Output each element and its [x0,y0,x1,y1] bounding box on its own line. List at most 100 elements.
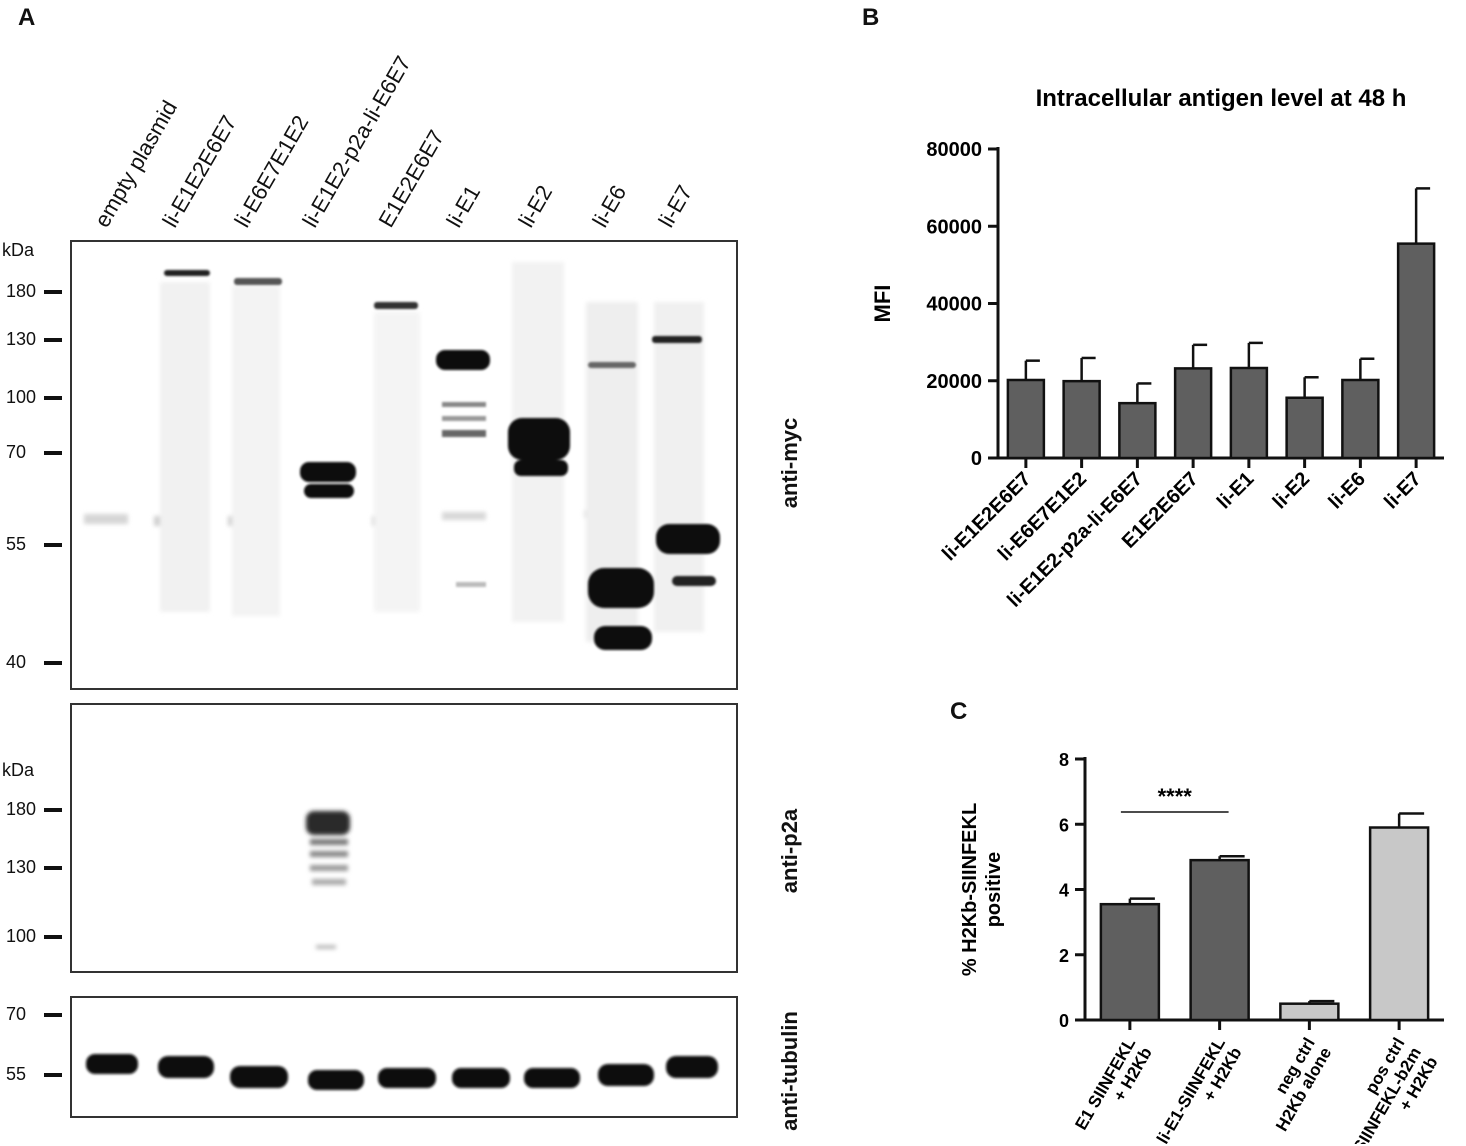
mw-marker-tick [44,866,62,870]
mw-marker-label: 130 [6,329,37,349]
y-tick-label: 2 [1059,946,1069,966]
band [452,1068,510,1088]
anti-myc-blot [70,240,738,690]
x-tick-label: li-E1 [1213,468,1258,513]
y-axis-label: % H2Kb-SIINFEKL positive [959,803,1005,976]
band [378,1068,436,1088]
band [234,278,282,285]
mw-marker-label: 40 [6,652,27,672]
mw-marker-label: 55 [6,1064,27,1084]
band [672,576,716,586]
lane-smear [232,286,280,616]
lane-smear [160,282,210,612]
bar [1189,858,1250,1022]
panel-b-label: B [862,4,880,31]
band [524,1068,580,1088]
bar [1341,378,1380,460]
band [588,568,654,608]
x-tick-label: li-E7 [1380,468,1425,513]
band [306,811,350,835]
mw-marker-tick [44,451,62,455]
mw-marker-tick [44,1013,62,1017]
x-tick-label: E1 SIINFEKL+ H2Kb [1071,1035,1155,1143]
band [588,362,636,368]
mw-marker-tick [44,396,62,400]
mw-marker-tick [44,1073,62,1077]
band [316,945,336,949]
mw-marker-tick [44,661,62,665]
band [86,1054,138,1074]
band [598,1064,654,1086]
band [442,402,486,407]
band [304,484,354,498]
y-tick-label: 6 [1059,815,1069,835]
lane-label: li-E6 [587,180,632,232]
band [310,851,348,857]
bar [1396,242,1436,460]
band [594,626,652,650]
mw-marker-label: 100 [6,926,37,946]
y-tick-label: 20000 [926,371,982,393]
band [508,418,570,460]
x-tick-label: neg ctrlH2Kb alone [1256,1035,1336,1135]
band [514,460,568,476]
x-tick-label: li-E1-SIINFEKL+ H2Kb [1153,1035,1245,1145]
y-tick-label: 80000 [926,139,982,161]
x-tick-label: pos ctrlSIINFEKL-b2m+ H2Kb [1333,1035,1441,1145]
x-tick-label: li-E6 [1324,468,1369,513]
mw-marker-tick [44,543,62,547]
bar [1285,396,1324,460]
y-tick-label: 8 [1059,750,1069,770]
mw-marker-label: 130 [6,857,37,877]
mw-marker-label: 180 [6,281,37,301]
band [310,839,348,845]
kda-label-p2a: kDa [2,760,35,780]
bar [1279,1002,1340,1022]
band [442,430,486,437]
band [442,512,486,520]
band [300,462,356,482]
significance-marker: **** [1158,784,1193,809]
anti-myc-bands [84,262,720,650]
mw-marker-label: 100 [6,387,37,407]
anti-p2a-bands [306,811,350,949]
chart-title: Intracellular antigen level at 48 h [1036,85,1407,112]
band [164,270,210,276]
band [652,336,702,343]
bar [1173,367,1213,460]
band [158,1056,214,1078]
panel-a-label: A [18,4,36,31]
y-tick-label: 0 [1059,1011,1069,1031]
y-tick-label: 0 [971,448,982,470]
band [666,1056,718,1078]
anti-p2a-label: anti-p2a [777,808,802,894]
y-axis-label: MFI [870,285,895,323]
band [230,1066,288,1088]
lane-smear [374,312,420,612]
bar [1118,401,1157,460]
chart-b: Intracellular antigen level at 48 h 0 2000… [870,85,1444,612]
band [308,1070,364,1090]
band [374,302,418,309]
anti-tubulin-blot [70,996,738,1118]
y-tick-label: 40000 [926,294,982,316]
bar [1062,379,1101,460]
lane-label: li-E1 [441,180,486,232]
mw-marker-label: 70 [6,442,27,462]
bar [1368,826,1430,1022]
band [442,416,486,421]
mw-marker-tick [44,338,62,342]
band [84,514,128,524]
y-tick-label: 60000 [926,216,982,238]
kda-label-myc: kDa [2,240,35,260]
band [312,879,346,885]
band [656,524,720,554]
bar [1006,378,1046,460]
mw-marker-tick [44,290,62,294]
lane-label: li-E2 [513,180,558,232]
y-tick-label: 4 [1059,881,1069,901]
panel-c-label: C [950,698,968,725]
band [310,865,348,871]
lane-label: E1E2E6E7 [373,125,449,232]
mw-marker-label: 70 [6,1004,27,1024]
